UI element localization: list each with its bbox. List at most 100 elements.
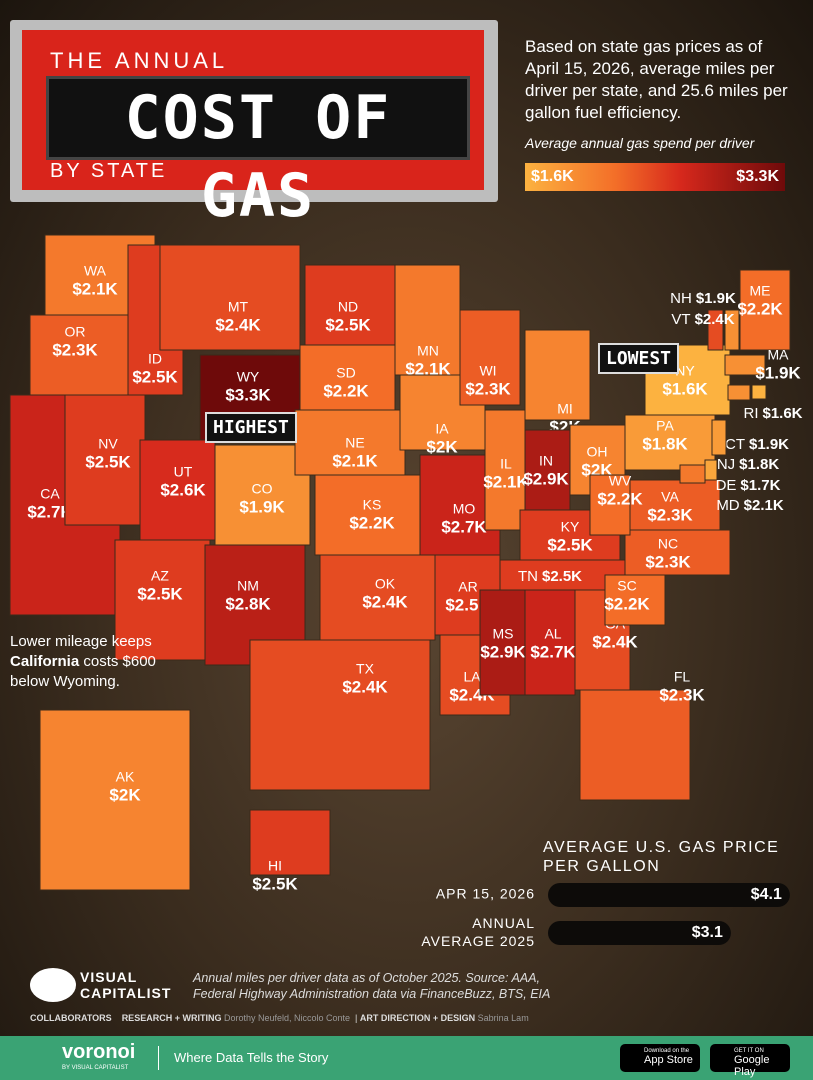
annotation-bold: California [10,653,80,670]
gas-label: ANNUAL AVERAGE 2025 [421,915,535,949]
state-abbr: MN [417,343,439,359]
tagline: Where Data Tells the Story [174,1050,329,1065]
state-value: $2.1K [72,279,118,298]
state-value: $2K [426,437,458,456]
state [484,409,526,531]
state-abbr: LA [463,669,481,685]
state-abbr: AZ [151,568,169,584]
credits-names: Sabrina Lam [477,1013,529,1023]
state-label: RI $1.6K [743,405,802,422]
legend-min: $1.6K [531,168,574,185]
state-abbr: NM [237,578,259,594]
state-abbr: MS [493,626,514,642]
state [604,574,666,626]
title-frame: THE ANNUAL COST OF GAS BY STATE [10,20,498,231]
state-abbr: NH [670,290,692,307]
title-main: COST OF GAS [46,76,470,231]
state-abbr: SD [336,365,355,381]
lowest-callout: LOWEST [598,343,680,374]
state-value: $2.7K [441,517,487,536]
voronoi-sub: BY VISUAL CAPITALIST [62,1065,129,1071]
state-label: VT $2.4K [671,311,734,328]
state-abbr: RI [743,405,758,422]
state-abbr: NE [345,435,364,451]
state [727,384,751,401]
state-abbr: MO [453,501,476,517]
gas-bar [548,883,790,907]
state-value: $2.8K [225,594,271,613]
footer-band: voronoi BY VISUAL CAPITALIST Where Data … [0,1036,813,1080]
state [524,429,571,511]
state-value: $1.9K [239,497,285,516]
state-abbr: KY [561,519,580,535]
app-store-badge[interactable]: Download on the App Store [620,1044,700,1072]
state-abbr: OK [375,576,396,592]
source: Annual miles per driver data as of Octob… [193,971,551,1001]
state-abbr: DE [716,477,737,494]
state [479,589,526,696]
state-abbr: WV [609,473,632,489]
state [394,264,461,376]
gas-label-line: AVERAGE 2025 [421,933,535,949]
state-abbr: OR [65,324,86,340]
state-label: CT $1.9K [725,436,789,453]
state-value: $2.3K [645,552,691,571]
state-abbr: ID [148,351,162,367]
state [724,354,766,376]
state-abbr: IN [539,453,553,469]
state-abbr: OH [587,444,608,460]
state-abbr: CA [40,486,60,502]
state-value: $2.7K [530,642,576,661]
state-value: $1.9K [696,290,736,307]
state-value: $1.9K [749,436,789,453]
credits-role: ART DIRECTION + DESIGN [359,1013,476,1023]
title-panel: THE ANNUAL COST OF GAS BY STATE [22,30,484,231]
gas-label: APR 15, 2026 [436,886,535,902]
state-abbr: PA [656,418,674,434]
state-value: $1.8K [739,456,779,473]
state-value: $2.4K [695,311,735,328]
state-value: $1.6K [662,379,708,398]
state-abbr: VT [671,311,690,328]
state-abbr: MA [768,347,790,363]
state-label: MD $2.1K [716,497,784,514]
state-abbr: WY [237,369,260,385]
state-abbr: IL [500,456,512,472]
state-abbr: CO [252,481,273,497]
state [249,639,431,791]
state-abbr: KS [363,497,382,513]
legend-max: $3.3K [736,168,779,185]
play-store-badge[interactable]: GET IT ON Google Play [710,1044,790,1078]
state-value: $2.2K [737,299,783,318]
credits-label: COLLABORATORS [30,1013,112,1023]
state-value: $2.1K [744,497,784,514]
state [294,409,406,476]
credits: COLLABORATORS RESEARCH + WRITING Dorothy… [30,1013,529,1023]
state-value: $2.5K [547,535,593,554]
state-value: $2.9K [480,642,526,661]
state-abbr: FL [674,669,691,685]
voronoi-logo: voronoi [62,1041,136,1063]
state-label: DE $1.7K [716,477,781,494]
gas-value: $4.1 [751,886,782,903]
state-value: $2.3K [52,340,98,359]
state-label: NH $1.9K [670,290,736,307]
state-value: $2.1K [332,451,378,470]
gas-value: $3.1 [692,924,723,941]
map: WA$2.1KOR$2.3KCA$2.7KNV$2.5KID$2.5KMT$2.… [9,234,802,949]
gas-price-title: AVERAGE U.S. GAS PRICE PER GALLON [543,839,780,875]
state-value: $2.6K [160,480,206,499]
state-label: TN $2.5K [518,568,582,585]
state [459,309,521,406]
title-top: THE ANNUAL [50,48,229,73]
annotation-text: Lower mileage keeps [10,633,152,650]
state-value: $2.3K [465,379,511,398]
state-value: $2.1K [405,359,451,378]
state-abbr: HI [268,858,282,874]
state-value: $2.5K [85,452,131,471]
state-abbr: ND [338,299,358,315]
state-value: $1.9K [755,363,801,382]
badge-main: App Store [644,1054,693,1066]
state-value: $2.1K [483,472,529,491]
brand-name: VISUAL CAPITALIST [80,969,172,1001]
